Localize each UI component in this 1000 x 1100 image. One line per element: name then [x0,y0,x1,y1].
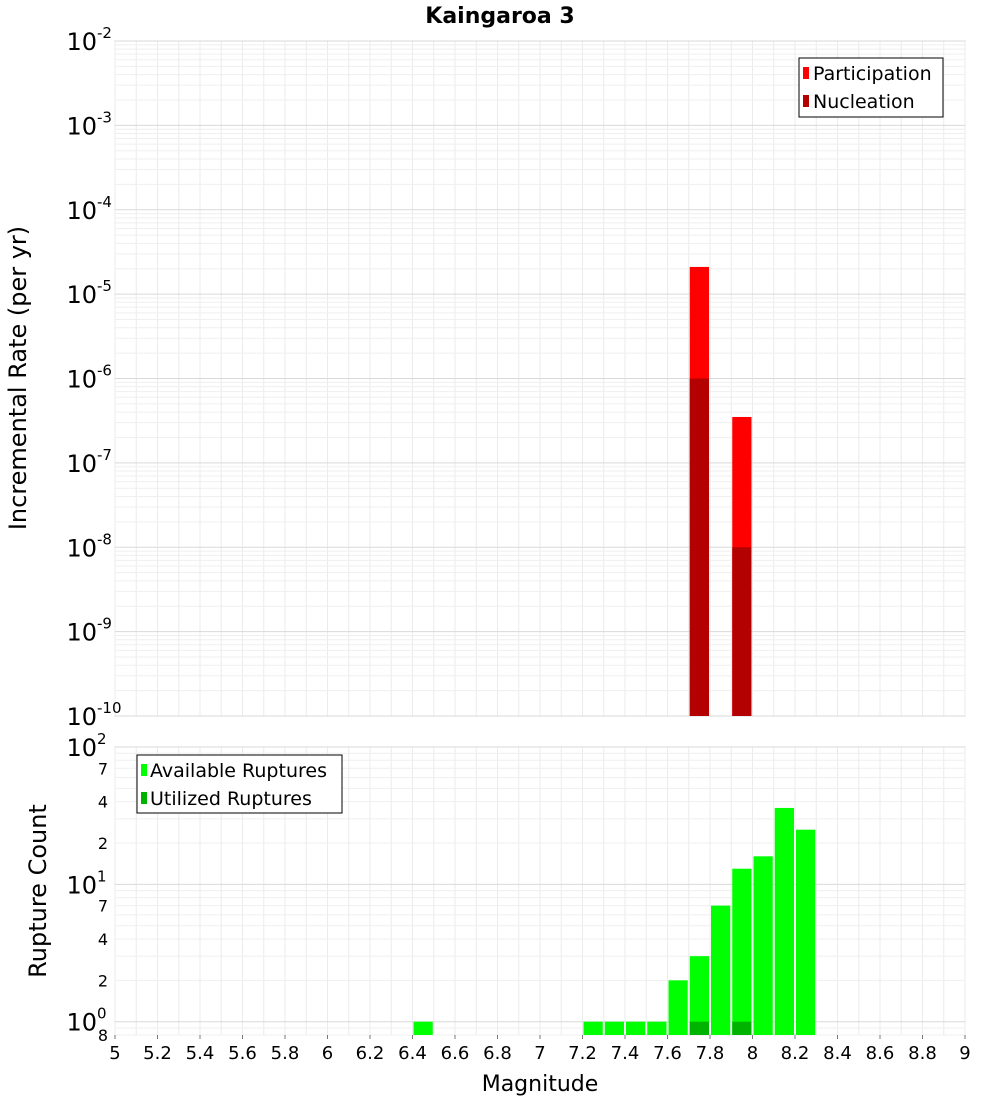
x-tick-label: 8.8 [908,1043,937,1064]
nucleation-legend-swatch [803,95,809,107]
count-y-minor-tick-label: 4 [98,793,108,812]
available-legend-swatch [141,764,147,776]
count-x-ticks: 5 5.2 5.4 5.6 5.8 6 6.2 6.4 6.6 6.8 7 7.2 7.4 7.6 7.8 8… [109,1035,971,1064]
count-y-minor-tick-label: 7 [98,897,108,916]
x-tick-label: 5.4 [186,1043,215,1064]
available-ruptures-bar [626,1021,646,1035]
x-tick-label: 9 [959,1043,970,1064]
nucleation-legend-label: Nucleation [813,91,915,113]
rate-y-tick-exponent: -2 [97,24,112,42]
rate-legend: Participation Nucleation [798,57,944,118]
rate-y-tick-exponent: -9 [97,615,112,633]
count-y-minor-tick-label: 7 [98,759,108,778]
utilized-ruptures-bar [689,1021,709,1035]
rate-y-tick-exponent: -4 [97,193,112,211]
rate-y-tick-base: 10 [66,112,97,140]
available-ruptures-bar [668,980,688,1035]
rate-y-tick-exponent: -10 [97,699,122,717]
rate-y-tick-exponent: -8 [97,530,112,548]
participation-legend-swatch [803,67,809,79]
rate-grid [114,40,966,717]
rate-y-tick-base: 10 [66,534,97,562]
x-tick-label: 8.6 [866,1043,895,1064]
x-tick-label: 5 [109,1043,120,1064]
available-ruptures-bar [796,829,816,1035]
x-axis-label: Magnitude [482,1072,599,1097]
rate-legend-box [798,57,944,118]
utilized-legend-label: Utilized Ruptures [150,788,312,810]
rate-y-tick-base: 10 [66,197,97,225]
x-tick-label: 7 [534,1043,545,1064]
available-ruptures-bar [732,868,752,1035]
rate-y-tick-exponent: -7 [97,446,112,464]
count-y-minor-tick-label: 8 [98,1026,108,1045]
count-y-axis-label: Rupture Count [24,804,52,978]
x-tick-label: 8.4 [823,1043,852,1064]
x-tick-label: 5.2 [143,1043,172,1064]
available-ruptures-bar [753,856,773,1035]
x-tick-label: 5.6 [228,1043,257,1064]
available-ruptures-bar [711,905,731,1035]
count-y-tick-base: 10 [66,1009,97,1037]
available-ruptures-bar [583,1021,603,1035]
count-y-minor-tick-label: 4 [98,930,108,949]
count-y-minor-tick-label: 2 [98,834,108,853]
rate-y-tick-base: 10 [66,703,97,731]
count-y-tick-exponent: 1 [97,867,107,885]
count-y-tick-base: 10 [66,734,97,762]
x-tick-label: 6 [322,1043,333,1064]
rate-y-tick-base: 10 [66,366,97,394]
rate-bars [689,266,752,716]
available-ruptures-bar [647,1021,667,1035]
available-ruptures-bar [604,1021,624,1035]
count-legend: Available Ruptures Utilized Ruptures [136,754,343,814]
x-tick-label: 8 [747,1043,758,1064]
chart-title: Kaingaroa 3 [425,4,574,29]
available-ruptures-bar [413,1021,433,1035]
x-tick-label: 7.4 [611,1043,640,1064]
count-y-tick-exponent: 2 [97,730,107,748]
x-tick-label: 7.8 [696,1043,725,1064]
x-tick-label: 6.2 [356,1043,385,1064]
utilized-ruptures-bar [732,1021,752,1035]
x-tick-label: 6.8 [483,1043,512,1064]
utilized-legend-swatch [141,792,147,804]
available-ruptures-bar [689,956,709,1035]
rate-y-tick-base: 10 [66,450,97,478]
participation-legend-label: Participation [813,63,932,85]
rate-y-tick-base: 10 [66,281,97,309]
x-tick-label: 7.6 [653,1043,682,1064]
nucleation-bar [689,378,709,716]
nucleation-bar [732,547,752,716]
rate-y-tick-base: 10 [66,619,97,647]
rate-y-tick-base: 10 [66,28,97,56]
x-tick-label: 7.2 [568,1043,597,1064]
x-tick-label: 6.6 [441,1043,470,1064]
count-y-tick-exponent: 0 [97,1005,107,1023]
available-legend-label: Available Ruptures [150,760,327,782]
x-tick-label: 8.2 [781,1043,810,1064]
rate-y-tick-exponent: -6 [97,362,112,380]
available-ruptures-bar [774,807,794,1035]
rate-y-tick-exponent: -3 [97,108,112,126]
x-tick-label: 5.8 [271,1043,300,1064]
count-y-minor-tick-label: 2 [98,971,108,990]
x-tick-label: 6.4 [398,1043,427,1064]
count-y-tick-base: 10 [66,871,97,899]
rate-y-tick-exponent: -5 [97,277,112,295]
count-bars [413,807,816,1035]
count-legend-box [136,754,343,814]
rate-y-axis-label: Incremental Rate (per yr) [4,226,32,530]
